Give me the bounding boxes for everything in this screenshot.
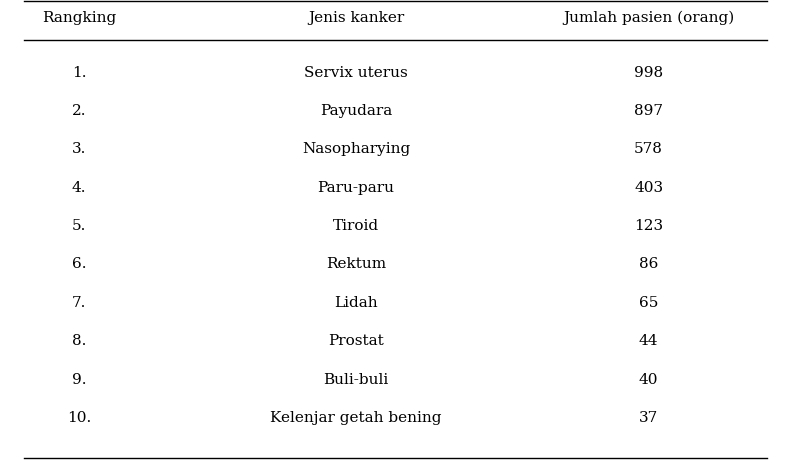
Text: 897: 897 <box>634 104 663 118</box>
Text: Tiroid: Tiroid <box>333 219 379 233</box>
Text: Nasopharying: Nasopharying <box>302 142 410 156</box>
Text: 8.: 8. <box>72 334 86 348</box>
Text: 5.: 5. <box>72 219 86 233</box>
Text: 6.: 6. <box>72 257 86 271</box>
Text: 9.: 9. <box>72 373 86 387</box>
Text: Jenis kanker: Jenis kanker <box>308 11 404 25</box>
Text: Paru-paru: Paru-paru <box>317 181 395 195</box>
Text: Servix uterus: Servix uterus <box>304 66 408 80</box>
Text: 2.: 2. <box>72 104 86 118</box>
Text: Prostat: Prostat <box>328 334 384 348</box>
Text: 10.: 10. <box>67 411 91 425</box>
Text: 86: 86 <box>639 257 658 271</box>
Text: 44: 44 <box>639 334 658 348</box>
Text: Kelenjar getah bening: Kelenjar getah bening <box>271 411 441 425</box>
Text: 40: 40 <box>639 373 658 387</box>
Text: 123: 123 <box>634 219 663 233</box>
Text: 998: 998 <box>634 66 663 80</box>
Text: 4.: 4. <box>72 181 86 195</box>
Text: 403: 403 <box>634 181 663 195</box>
Text: Payudara: Payudara <box>320 104 392 118</box>
Text: Rangking: Rangking <box>42 11 116 25</box>
Text: Rektum: Rektum <box>326 257 386 271</box>
Text: 578: 578 <box>634 142 663 156</box>
Text: 37: 37 <box>639 411 658 425</box>
Text: 3.: 3. <box>72 142 86 156</box>
Text: 7.: 7. <box>72 296 86 310</box>
Text: Jumlah pasien (orang): Jumlah pasien (orang) <box>563 11 734 25</box>
Text: Buli-buli: Buli-buli <box>324 373 388 387</box>
Text: 65: 65 <box>639 296 658 310</box>
Text: Lidah: Lidah <box>334 296 378 310</box>
Text: 1.: 1. <box>72 66 86 80</box>
